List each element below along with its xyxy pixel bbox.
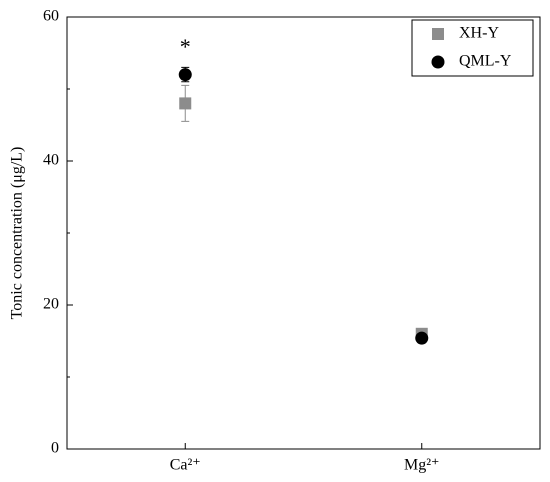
- plot-frame: [66, 16, 541, 450]
- y-tick-label: 40: [43, 152, 59, 169]
- x-tick-label: Mg²⁺: [404, 457, 439, 474]
- data-point: [415, 331, 429, 345]
- y-tick-label: 0: [51, 440, 59, 457]
- data-point: [179, 97, 192, 110]
- y-tick-label: 60: [43, 8, 59, 25]
- legend-label: XH-Y: [459, 25, 499, 42]
- legend-box: [411, 19, 534, 77]
- legend-marker: [432, 28, 444, 40]
- data-point: [178, 68, 192, 82]
- x-tick-label: Ca²⁺: [170, 457, 201, 474]
- annotation: *: [180, 34, 191, 59]
- legend-label: QML-Y: [459, 53, 512, 70]
- legend-marker: [431, 55, 445, 69]
- y-tick-label: 20: [43, 296, 59, 313]
- y-axis-label: Tonic concentration (μg/L): [9, 147, 26, 320]
